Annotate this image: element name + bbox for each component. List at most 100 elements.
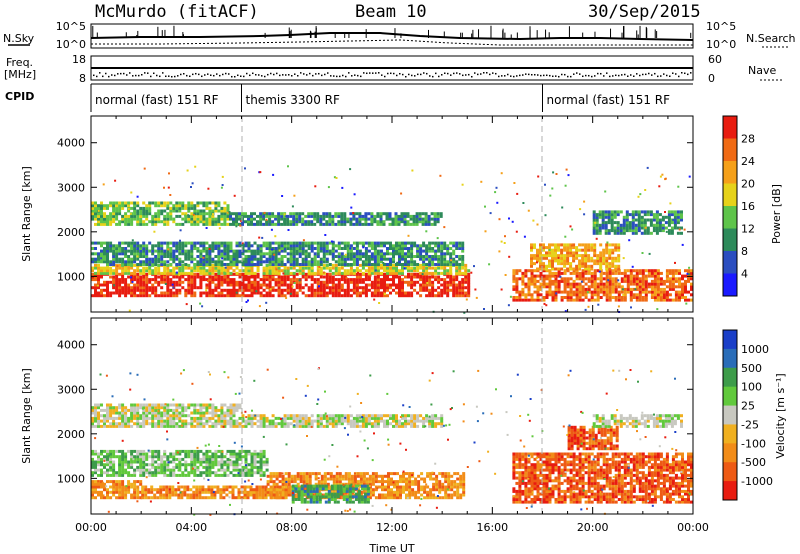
heatmap-cell	[407, 255, 410, 258]
heatmap-cell	[641, 290, 645, 294]
heatmap-cell	[587, 271, 591, 275]
heatmap-cell	[353, 193, 356, 196]
heatmap-cell	[118, 468, 122, 472]
heatmap-cell	[112, 204, 116, 208]
heatmap-cell	[364, 291, 368, 295]
heatmap-cell	[637, 221, 641, 225]
heatmap-cell	[632, 274, 636, 278]
heatmap-cell	[446, 247, 450, 250]
heatmap-cell	[124, 278, 128, 282]
heatmap-cell	[226, 206, 230, 210]
heatmap-cell	[386, 286, 389, 290]
heatmap-cell	[109, 280, 113, 284]
heatmap-cell	[292, 266, 296, 270]
heatmap-cell	[124, 260, 128, 264]
heatmap-cell	[181, 217, 185, 221]
heatmap-cell	[139, 480, 143, 484]
heatmap-cell	[601, 226, 605, 230]
heatmap-cell	[392, 244, 395, 248]
heatmap-cell	[440, 283, 444, 287]
heatmap-cell	[202, 220, 206, 224]
heatmap-cell	[607, 279, 610, 282]
heatmap-cell	[196, 217, 200, 221]
heatmap-cell	[427, 220, 431, 224]
heatmap-cell	[386, 271, 389, 275]
heatmap-cell	[127, 490, 131, 494]
noise-left-top: 10^5	[56, 20, 86, 33]
heatmap-cell	[142, 452, 146, 456]
heatmap-cell	[602, 248, 606, 252]
heatmap-cell	[379, 217, 383, 221]
heatmap-cell	[127, 488, 131, 492]
heatmap-cell	[581, 259, 585, 263]
heatmap-cell	[440, 241, 444, 245]
heatmap-cell	[424, 222, 428, 226]
heatmap-cell	[656, 298, 660, 302]
heatmap-cell	[328, 252, 332, 256]
heatmap-cell	[398, 283, 401, 287]
heatmap-cell	[258, 490, 262, 494]
nave-dot	[678, 75, 680, 78]
heatmap-cell	[647, 274, 651, 278]
heatmap-cell	[542, 267, 545, 271]
heatmap-cell	[310, 286, 314, 290]
heatmap-cell	[283, 266, 287, 270]
heatmap-cell	[552, 171, 555, 174]
heatmap-cell	[395, 244, 398, 248]
heatmap-cell	[94, 482, 97, 486]
heatmap-cell	[349, 247, 352, 250]
heatmap-cell	[316, 280, 320, 284]
heatmap-cell	[596, 269, 600, 273]
heatmap-cell	[638, 279, 642, 283]
heatmap-cell	[190, 217, 194, 221]
heatmap-cell	[292, 241, 296, 245]
heatmap-cell	[202, 465, 206, 469]
heatmap-cell	[220, 212, 224, 216]
heatmap-cell	[358, 269, 362, 273]
heatmap-cell	[313, 294, 317, 298]
heatmap-cell	[656, 277, 660, 281]
heatmap-cell	[127, 485, 131, 489]
noise-sky-line	[90, 32, 694, 41]
heatmap-cell	[631, 226, 635, 230]
heatmap-cell	[422, 275, 426, 279]
heatmap-cell	[410, 269, 414, 273]
heatmap-cell	[416, 291, 420, 295]
heatmap-cell	[676, 210, 680, 214]
heatmap-cell	[191, 182, 194, 185]
heatmap-cell	[166, 206, 170, 210]
heatmap-cell	[425, 249, 429, 253]
heatmap-cell	[301, 249, 305, 253]
heatmap-cell	[376, 241, 380, 245]
heatmap-cell	[410, 283, 414, 287]
nave-dot	[126, 74, 128, 76]
heatmap-cell	[410, 275, 414, 279]
heatmap-cell	[112, 473, 116, 477]
heatmap-cell	[190, 212, 194, 216]
heatmap-cell	[109, 222, 113, 226]
heatmap-cell	[440, 271, 444, 275]
heatmap-cell	[271, 288, 275, 292]
heatmap-cell	[434, 278, 438, 282]
heatmap-cell	[127, 449, 131, 453]
heatmap-cell	[604, 190, 607, 193]
heatmap-cell	[172, 468, 176, 472]
heatmap-cell	[91, 260, 94, 264]
heatmap-cell	[316, 278, 320, 282]
heatmap-cell	[163, 266, 167, 270]
heatmap-cell	[277, 280, 281, 284]
heatmap-cell	[130, 191, 133, 194]
heatmap-cell	[415, 220, 419, 224]
heatmap-cell	[458, 255, 462, 258]
heatmap-cell	[422, 257, 426, 261]
heatmap-cell	[404, 255, 407, 258]
heatmap-cell	[392, 266, 395, 270]
heatmap-cell	[171, 493, 175, 497]
heatmap-cell	[419, 244, 423, 248]
heatmap-cell	[218, 227, 221, 230]
heatmap-cell	[115, 257, 119, 261]
heatmap-cell	[560, 254, 564, 258]
heatmap-cell	[291, 285, 294, 288]
heatmap-cell	[340, 266, 344, 270]
heatmap-cell	[97, 217, 100, 221]
